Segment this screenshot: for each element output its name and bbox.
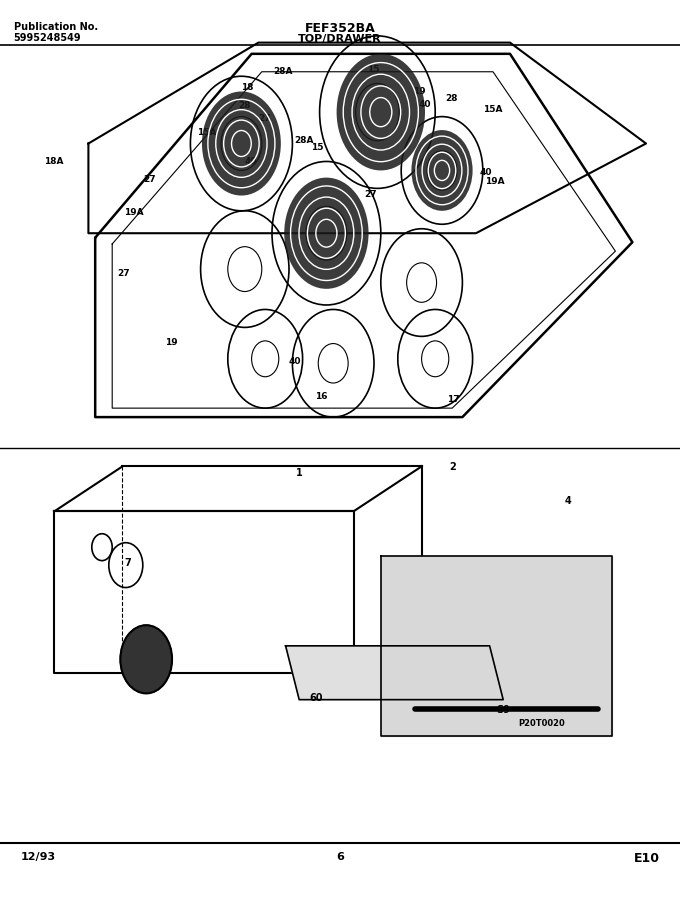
Circle shape [202, 91, 281, 196]
Text: 5995248549: 5995248549 [14, 33, 81, 43]
Text: 16: 16 [315, 392, 327, 401]
Text: 19A: 19A [485, 177, 505, 186]
Circle shape [411, 130, 473, 211]
Text: 2: 2 [449, 462, 456, 473]
Text: 27: 27 [258, 114, 271, 123]
Text: 7: 7 [124, 558, 131, 569]
Text: 15: 15 [367, 65, 379, 74]
Text: 6: 6 [336, 852, 344, 862]
Polygon shape [286, 646, 503, 700]
Text: 12/93: 12/93 [20, 852, 56, 862]
Text: 15A: 15A [197, 128, 217, 137]
Text: FEF352BA: FEF352BA [305, 22, 375, 35]
Text: 28A: 28A [294, 136, 313, 145]
Text: Publication No.: Publication No. [14, 22, 98, 32]
Text: 40: 40 [288, 357, 301, 366]
Text: 27: 27 [143, 175, 156, 184]
Text: 28: 28 [238, 101, 250, 110]
Text: 19: 19 [413, 87, 426, 96]
Circle shape [337, 54, 425, 170]
Text: 15A: 15A [483, 105, 503, 114]
Text: E10: E10 [634, 852, 660, 865]
Text: 27: 27 [364, 190, 377, 199]
Text: 17: 17 [447, 395, 460, 404]
Circle shape [120, 625, 172, 693]
Text: 28A: 28A [273, 67, 293, 76]
Text: 40: 40 [479, 168, 492, 177]
Text: P20T0020: P20T0020 [518, 719, 565, 728]
Text: 28: 28 [445, 94, 458, 103]
Text: 15: 15 [311, 143, 324, 152]
Text: 19: 19 [165, 338, 178, 347]
Polygon shape [381, 556, 612, 736]
Text: 18: 18 [241, 83, 254, 91]
Circle shape [284, 178, 369, 289]
Text: 4: 4 [564, 495, 571, 506]
Text: 40: 40 [245, 157, 257, 166]
Text: TOP/DRAWER: TOP/DRAWER [299, 34, 381, 44]
Text: 19A: 19A [124, 208, 143, 217]
Text: 1: 1 [296, 467, 303, 478]
Text: 40: 40 [418, 100, 430, 109]
Text: S9: S9 [496, 705, 510, 716]
Text: 27: 27 [117, 269, 130, 278]
Text: 44: 44 [143, 652, 156, 663]
Text: 18A: 18A [44, 157, 64, 166]
Text: 60: 60 [309, 692, 323, 703]
